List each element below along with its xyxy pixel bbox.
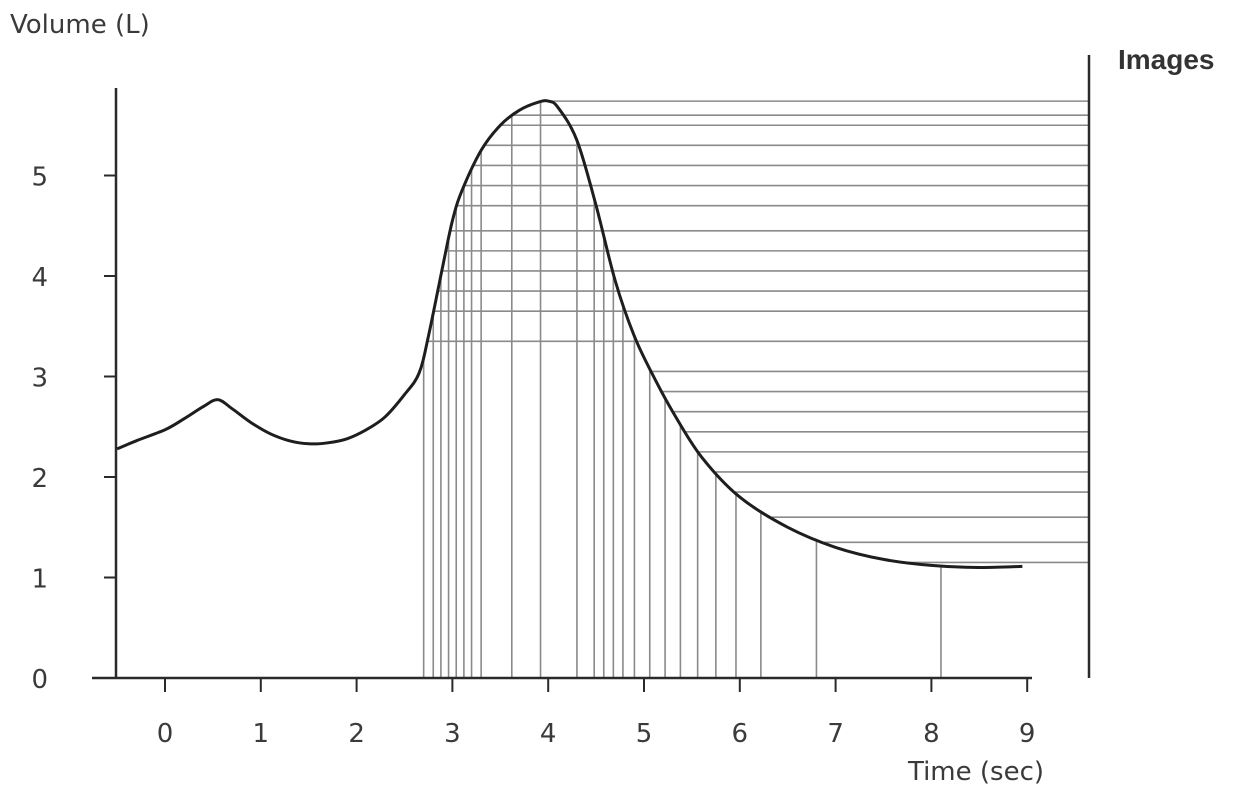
x-tick-label: 5 xyxy=(636,719,653,749)
y-axis-title: Volume (L) xyxy=(10,10,150,40)
y-tick-label: 0 xyxy=(31,665,48,695)
x-tick-label: 8 xyxy=(923,719,940,749)
x-tick-label: 1 xyxy=(253,719,270,749)
x-tick-label: 6 xyxy=(732,719,749,749)
x-tick-label: 4 xyxy=(540,719,557,749)
y-tick-label: 2 xyxy=(31,464,48,494)
y-tick-label: 5 xyxy=(31,163,48,193)
volume-curve xyxy=(117,101,1022,568)
x-tick-label: 2 xyxy=(348,719,365,749)
x-tick-label: 0 xyxy=(157,719,174,749)
volume-curve-group xyxy=(117,101,1022,568)
x-tick-label: 7 xyxy=(827,719,844,749)
y-tick-label: 3 xyxy=(31,364,48,394)
x-axis-title: Time (sec) xyxy=(907,757,1044,787)
image-sample-lines xyxy=(424,101,1089,678)
labels: Volume (L) Time (sec) Images 0 1 2 3 4 5 6 7 8 9 0… xyxy=(10,10,1215,787)
y-tick-label: 4 xyxy=(31,263,48,293)
images-label: Images xyxy=(1118,44,1215,75)
x-tick-label: 3 xyxy=(444,719,461,749)
x-tick-label: 9 xyxy=(1019,719,1036,749)
axes xyxy=(92,55,1089,692)
y-tick-label: 1 xyxy=(31,565,48,595)
